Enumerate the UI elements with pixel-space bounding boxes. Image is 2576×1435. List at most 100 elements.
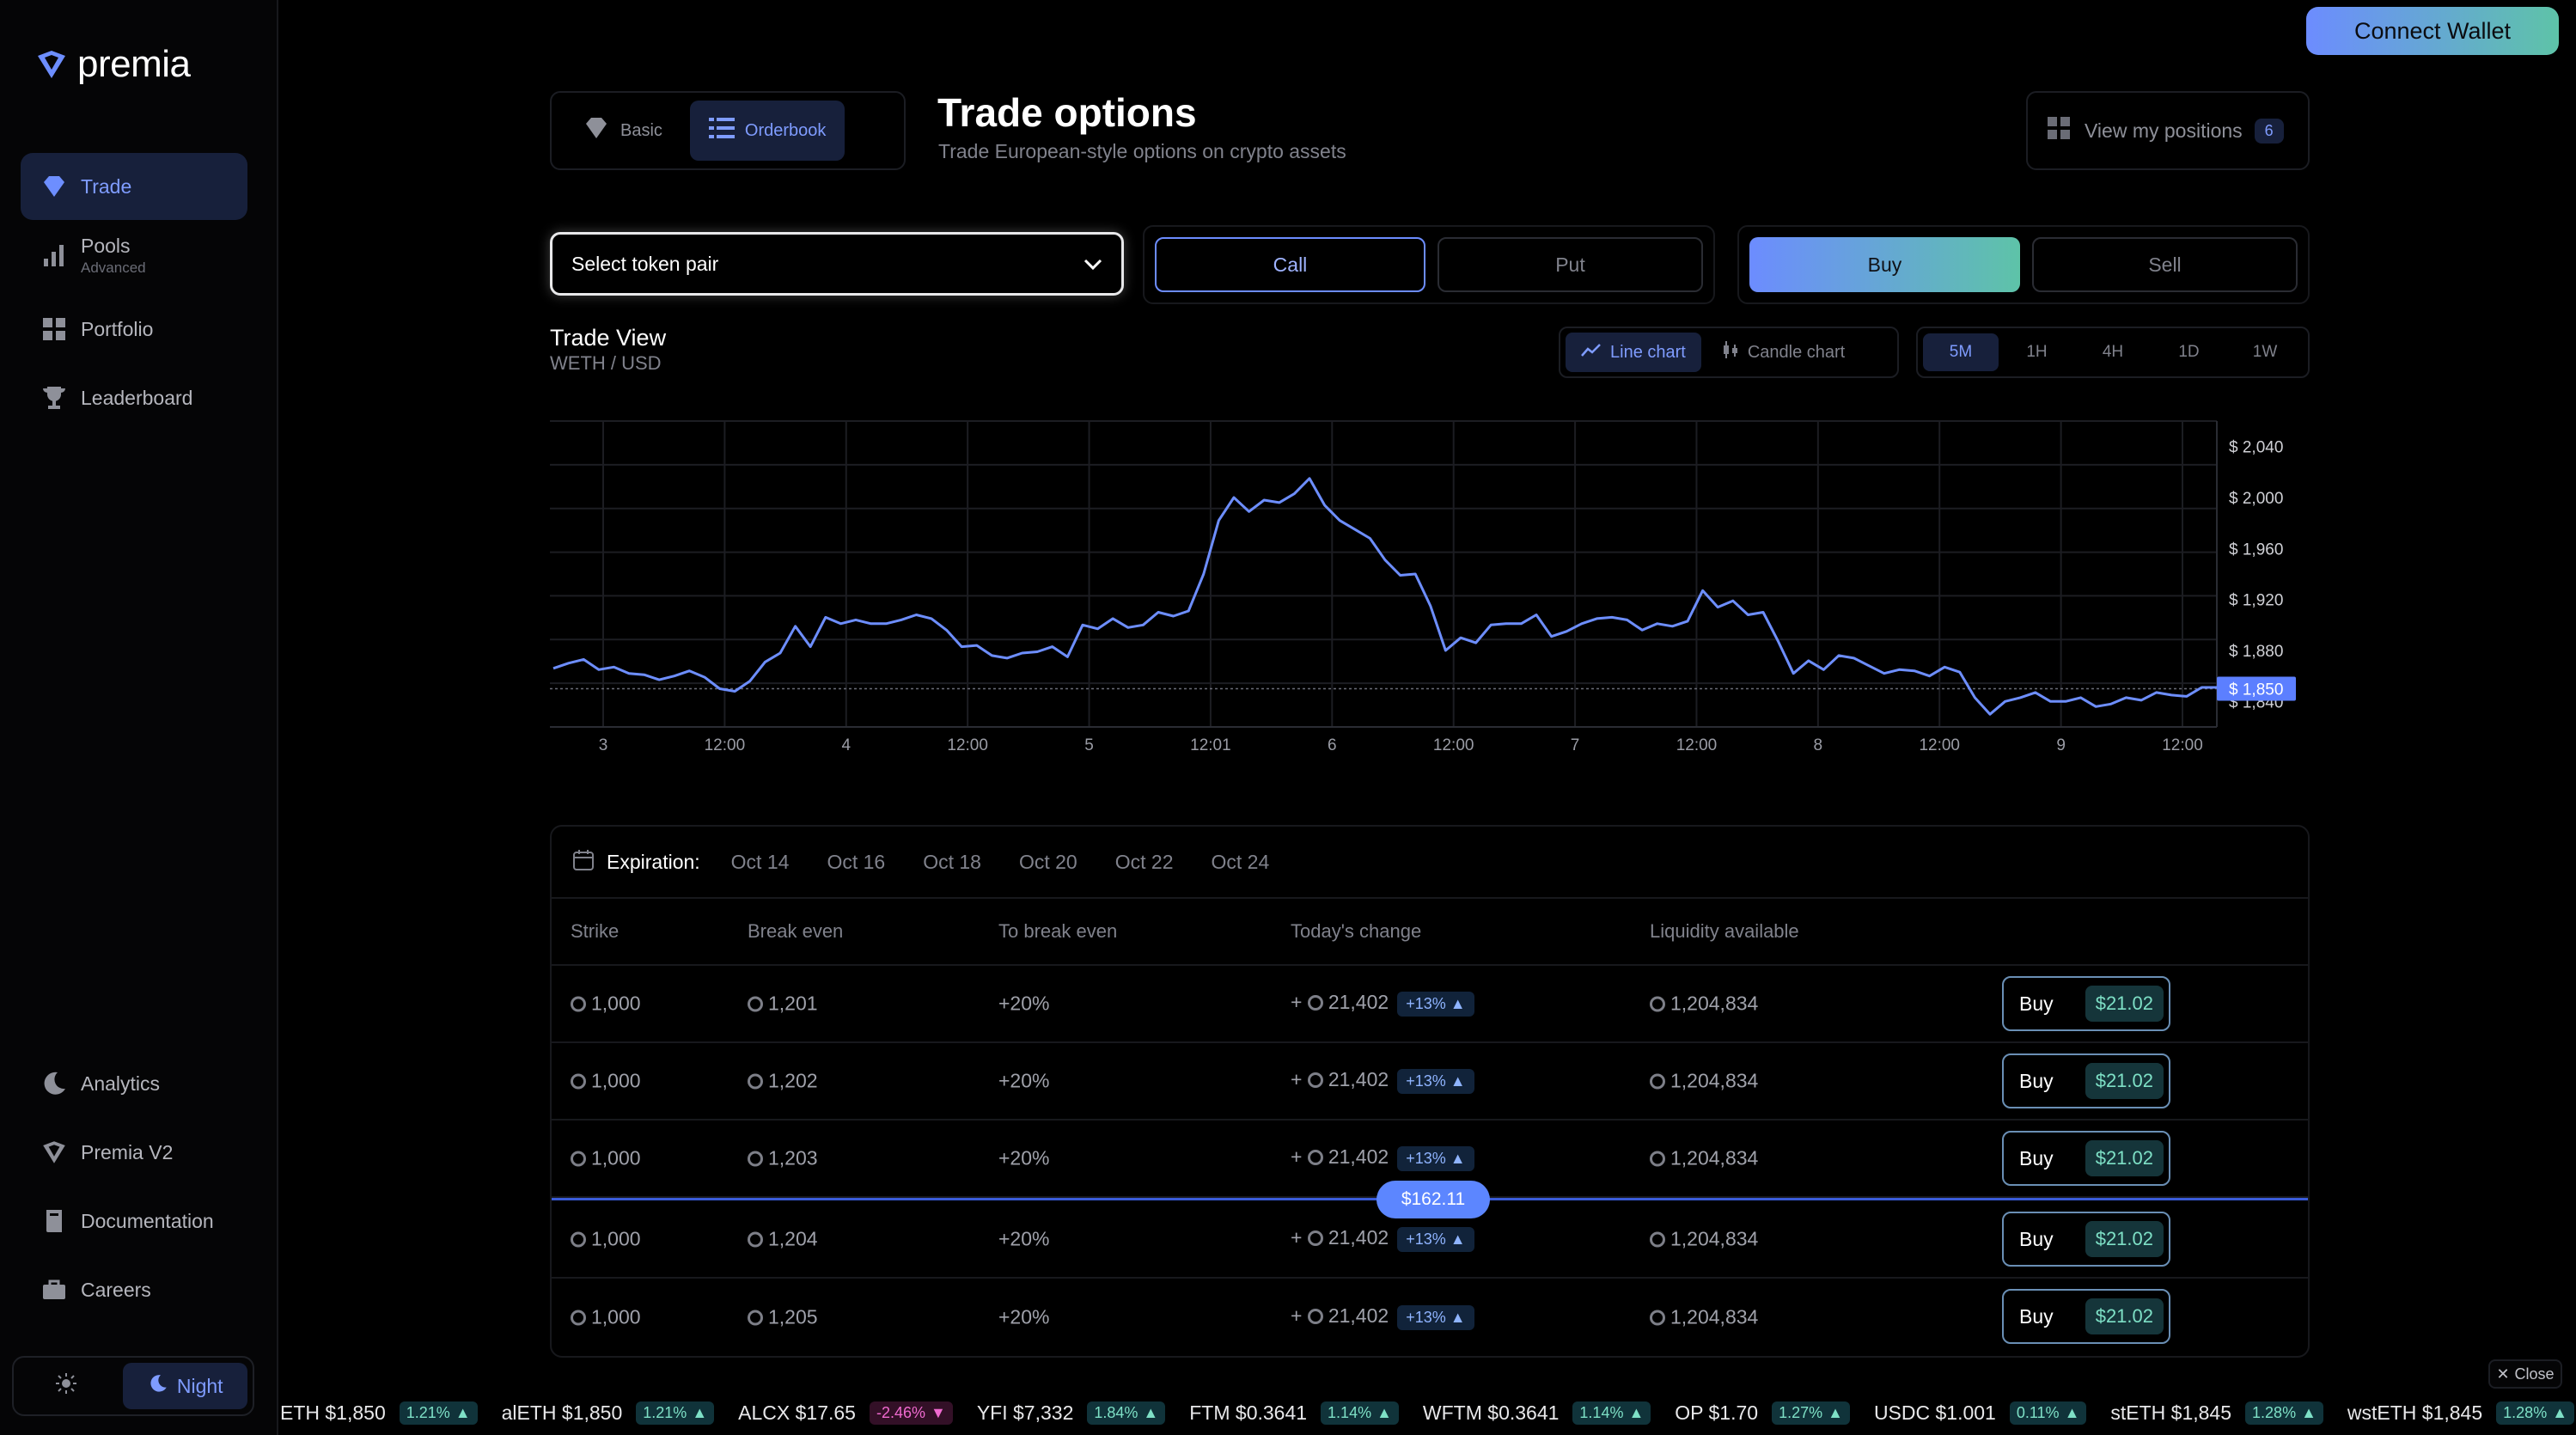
- break-even-cell: 1,202: [748, 1070, 818, 1093]
- change-percent-badge: +13% ▲: [1397, 992, 1474, 1017]
- coin-icon: [748, 996, 763, 1012]
- liquidity-cell: 1,204,834: [1650, 1228, 1758, 1251]
- buy-side-button[interactable]: Buy: [1749, 237, 2020, 292]
- sell-side-button[interactable]: Sell: [2031, 237, 2298, 292]
- ticker-change: 1.27%: [1779, 1403, 1823, 1421]
- coin-icon: [1307, 1230, 1323, 1246]
- positions-count-badge: 6: [2254, 118, 2284, 144]
- coin-icon: [1307, 1309, 1323, 1324]
- ticker-change-badge: 1.27% ▲: [1772, 1401, 1850, 1425]
- grid-icon: [40, 314, 69, 344]
- sidebar-item-portfolio[interactable]: Portfolio: [21, 296, 247, 363]
- header-break-even: Break even: [748, 920, 844, 942]
- buy-label: Buy: [2019, 1146, 2054, 1169]
- to-break-even-value: +20%: [998, 1146, 1050, 1169]
- premia-logo[interactable]: premia: [34, 43, 191, 86]
- expiration-oct-18[interactable]: Oct 18: [923, 850, 981, 873]
- view-positions-button[interactable]: View my positions 6: [2026, 91, 2310, 170]
- coin-icon: [748, 1231, 763, 1248]
- timeframe-5m[interactable]: 5M: [1923, 333, 1999, 371]
- change-value: 21,402: [1328, 1304, 1389, 1327]
- break-even-cell: 1,201: [748, 992, 818, 1016]
- x-tick-label: 12:00: [1919, 736, 1960, 754]
- ticker-change-badge: 1.21% ▲: [399, 1401, 478, 1425]
- x-tick-label: 12:00: [2162, 736, 2203, 754]
- timeframe-4h[interactable]: 4H: [2102, 343, 2124, 361]
- liquidity-value: 1,204,834: [1670, 1227, 1759, 1250]
- liquidity-cell: 1,204,834: [1650, 1306, 1758, 1329]
- ticker-label: WFTM $0.3641: [1422, 1401, 1560, 1424]
- moon-icon: [148, 1373, 168, 1399]
- buy-option-button[interactable]: Buy $21.02: [2002, 1289, 2170, 1344]
- buy-option-button[interactable]: Buy $21.02: [2002, 976, 2170, 1031]
- close-ticker-button[interactable]: ✕ Close: [2488, 1359, 2562, 1389]
- y-tick-label: $ 2,040: [2229, 439, 2283, 457]
- coin-icon: [1307, 1072, 1323, 1088]
- expiration-oct-24[interactable]: Oct 24: [1211, 850, 1270, 873]
- option-price: $21.02: [2085, 1063, 2164, 1099]
- ticker-change-badge: 1.28% ▲: [2496, 1401, 2575, 1425]
- candle-chart-option[interactable]: Candle chart: [1706, 333, 1860, 372]
- current-price-marker: $162.11: [1377, 1181, 1490, 1218]
- ticker-item: ETH $1,850 1.21% ▲: [280, 1401, 478, 1425]
- ticker-label: stETH $1,845: [2110, 1401, 2232, 1424]
- mode-orderbook[interactable]: Orderbook: [689, 101, 845, 161]
- expiration-oct-22[interactable]: Oct 22: [1114, 850, 1174, 873]
- sidebar-item-label: Trade: [81, 174, 132, 198]
- night-theme-option[interactable]: Night: [123, 1363, 247, 1409]
- buy-option-button[interactable]: Buy $21.02: [2002, 1212, 2170, 1267]
- ticker-change: -2.46%: [876, 1403, 926, 1421]
- sidebar-item-documentation[interactable]: Documentation: [21, 1188, 247, 1255]
- expiration-oct-16[interactable]: Oct 16: [827, 850, 886, 873]
- sidebar-item-leaderboard[interactable]: Leaderboard: [21, 364, 247, 431]
- table-row[interactable]: 1,000 1,201 +20% + 21,402 +13% ▲ 1,204,83…: [552, 966, 2308, 1043]
- change-value: 21,402: [1328, 1068, 1389, 1090]
- expiration-oct-20[interactable]: Oct 20: [1018, 850, 1077, 873]
- buy-option-button[interactable]: Buy $21.02: [2002, 1053, 2170, 1108]
- timeframe-1d[interactable]: 1D: [2178, 343, 2200, 361]
- table-row[interactable]: 1,000 1,204 +20% + 21,402 +13% ▲ 1,204,83…: [552, 1201, 2308, 1279]
- line-chart-option[interactable]: Line chart: [1566, 333, 1701, 372]
- sidebar-item-label: Pools: [81, 234, 131, 257]
- table-row[interactable]: 1,000 1,205 +20% + 21,402 +13% ▲ 1,204,83…: [552, 1279, 2308, 1356]
- sidebar-item-careers[interactable]: Careers: [21, 1256, 247, 1323]
- put-button[interactable]: Put: [1437, 237, 1703, 292]
- coin-icon: [1307, 1150, 1323, 1165]
- coin-icon: [1650, 996, 1665, 1012]
- coin-icon: [1650, 1310, 1665, 1326]
- y-tick-label: $ 1,960: [2229, 540, 2283, 559]
- connect-wallet-button[interactable]: Connect Wallet: [2306, 7, 2559, 55]
- mode-basic[interactable]: Basic: [564, 101, 681, 161]
- sidebar-item-trade[interactable]: Trade: [21, 153, 247, 220]
- price-chart[interactable]: 3 12:00 4 12:00 5 12:01 6 12:00 7 12:00 8 12:00 9 12:…: [550, 412, 2303, 773]
- ticker-item: wstETH $1,845 1.28% ▲: [2347, 1401, 2575, 1425]
- liquidity-cell: 1,204,834: [1650, 1147, 1758, 1170]
- triangle-up-icon: ▲: [1450, 1230, 1466, 1248]
- strike-value: 1,000: [591, 1305, 641, 1328]
- y-tick-label: $ 1,880: [2229, 643, 2283, 661]
- expiration-oct-14[interactable]: Oct 14: [730, 850, 790, 873]
- sidebar-item-pools[interactable]: Pools Advanced: [21, 222, 247, 289]
- x-tick-label: 12:00: [947, 736, 988, 754]
- sidebar-item-analytics[interactable]: Analytics: [21, 1050, 247, 1117]
- x-tick-label: 3: [599, 736, 608, 754]
- change-value: 21,402: [1328, 991, 1389, 1013]
- briefcase-icon: [40, 1275, 69, 1304]
- call-button[interactable]: Call: [1155, 237, 1425, 292]
- premia-logo-icon: [38, 51, 65, 78]
- timeframe-1h[interactable]: 1H: [2026, 343, 2048, 361]
- change-cell: + 21,402 +13% ▲: [1291, 1068, 1474, 1094]
- change-percent: +13%: [1406, 1309, 1446, 1326]
- change-cell: + 21,402 +13% ▲: [1291, 1226, 1474, 1252]
- light-theme-option[interactable]: [19, 1363, 113, 1409]
- triangle-up-icon: ▲: [692, 1403, 708, 1421]
- table-header: Strike Break even To break even Today's …: [552, 899, 2308, 966]
- sidebar-item-premia-v2[interactable]: Premia V2: [21, 1119, 247, 1186]
- buy-option-button[interactable]: Buy $21.02: [2002, 1131, 2170, 1186]
- table-row[interactable]: 1,000 1,202 +20% + 21,402 +13% ▲ 1,204,83…: [552, 1043, 2308, 1121]
- token-pair-select[interactable]: Select token pair: [550, 232, 1124, 296]
- ticker-change: 1.21%: [406, 1403, 450, 1421]
- strike-cell: 1,000: [571, 1228, 641, 1251]
- header-strike: Strike: [571, 920, 620, 942]
- timeframe-1w[interactable]: 1W: [2252, 343, 2278, 361]
